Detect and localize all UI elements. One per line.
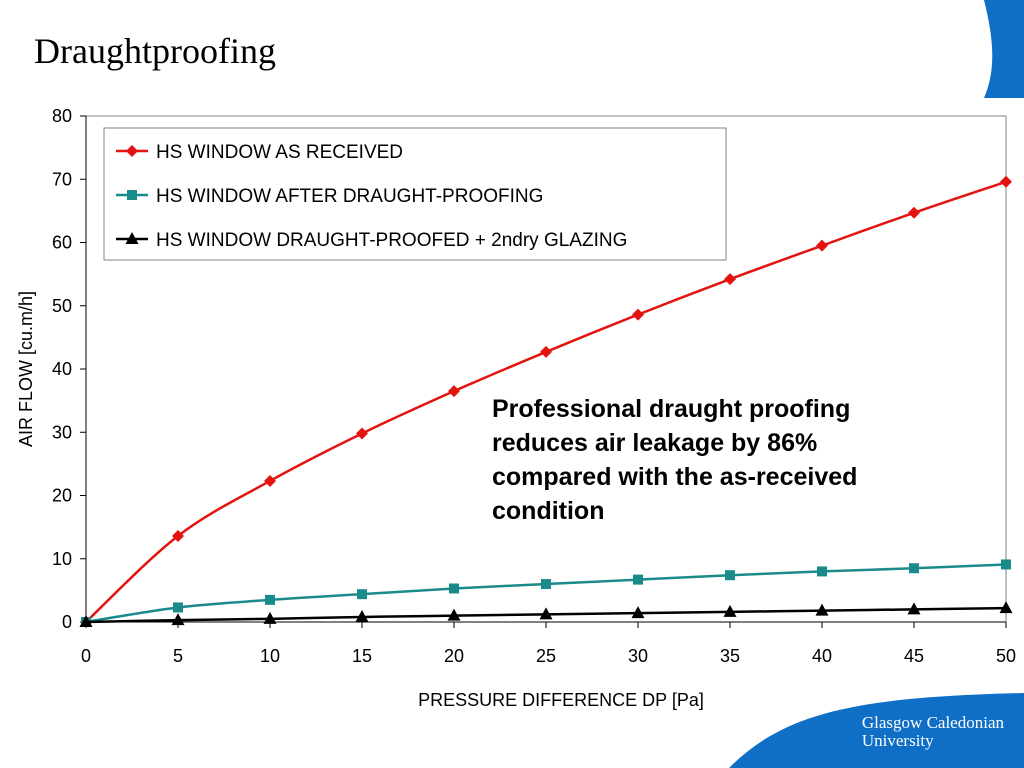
data-point — [357, 589, 367, 600]
legend: HS WINDOW AS RECEIVED HS WINDOW AFTER DRA… — [103, 127, 727, 261]
data-point — [173, 602, 183, 613]
x-tick-label: 40 — [812, 646, 832, 666]
series-3 — [79, 601, 1013, 627]
data-point — [448, 385, 460, 398]
data-point — [1001, 559, 1011, 570]
legend-swatch-marker — [126, 145, 138, 157]
data-point — [171, 613, 185, 626]
y-tick-label: 0 — [62, 612, 72, 632]
data-point — [79, 615, 93, 627]
brand-line-1: Glasgow Caledonian — [861, 713, 1004, 732]
y-tick-label: 50 — [52, 296, 72, 316]
data-point — [724, 273, 736, 286]
data-point — [817, 566, 827, 577]
y-axis-title: AIR FLOW [cu.m/h] — [16, 291, 36, 447]
data-point — [356, 427, 368, 440]
brand-line-2: University — [861, 731, 934, 750]
y-tick-label: 60 — [52, 233, 72, 253]
legend-item: HS WINDOW AS RECEIVED — [116, 142, 403, 163]
x-tick-label: 35 — [720, 646, 740, 666]
x-tick-label: 50 — [996, 646, 1016, 666]
data-point — [909, 563, 919, 574]
x-tick-label: 30 — [628, 646, 648, 666]
data-point — [907, 602, 921, 615]
y-tick-label: 20 — [52, 486, 72, 506]
data-point — [540, 345, 552, 358]
x-tick-label: 25 — [536, 646, 556, 666]
y-tick-label: 80 — [52, 106, 72, 126]
decorative-corner-top — [984, 0, 1024, 100]
university-logo: Glasgow Caledonian University — [862, 714, 1004, 750]
x-axis-title: PRESSURE DIFFERENCE DP [Pa] — [418, 690, 704, 710]
y-tick-label: 40 — [52, 359, 72, 379]
data-point — [447, 608, 461, 621]
data-point — [263, 611, 277, 624]
data-point — [633, 574, 643, 585]
decorative-corner-bottom — [729, 693, 1024, 768]
y-axis: 0 10 20 30 40 50 60 70 80 — [52, 106, 87, 632]
data-point — [999, 601, 1013, 614]
legend-label: HS WINDOW DRAUGHT-PROOFED + 2ndry GLAZIN… — [156, 230, 627, 251]
legend-box — [103, 127, 727, 261]
legend-swatch-marker — [127, 190, 137, 200]
x-tick-label: 15 — [352, 646, 372, 666]
series-group — [79, 175, 1013, 628]
data-point — [541, 579, 551, 590]
y-tick-label: 70 — [52, 169, 72, 189]
data-point — [539, 607, 553, 620]
data-point — [172, 529, 184, 542]
data-point — [632, 308, 644, 321]
slide-title: Draughtproofing — [34, 31, 276, 71]
x-tick-label: 10 — [260, 646, 280, 666]
data-point — [723, 604, 737, 617]
legend-label: HS WINDOW AFTER DRAUGHT-PROOFING — [156, 186, 543, 207]
data-point — [816, 239, 828, 252]
legend-label: HS WINDOW AS RECEIVED — [156, 142, 403, 163]
data-point — [815, 603, 829, 616]
x-axis: 0 5 10 15 20 25 30 35 40 45 50 — [81, 621, 1016, 666]
series-line — [85, 180, 1007, 623]
x-tick-label: 20 — [444, 646, 464, 666]
data-point — [265, 594, 275, 605]
data-point — [631, 606, 645, 619]
y-tick-label: 30 — [52, 422, 72, 442]
x-tick-label: 5 — [173, 646, 183, 666]
legend-item: HS WINDOW AFTER DRAUGHT-PROOFING — [116, 186, 543, 207]
x-tick-label: 0 — [81, 646, 91, 666]
y-tick-label: 10 — [52, 549, 72, 569]
data-point — [725, 570, 735, 581]
legend-swatch-marker — [125, 232, 139, 244]
legend-item: HS WINDOW DRAUGHT-PROOFED + 2ndry GLAZIN… — [116, 230, 627, 251]
callout-text: Professional draught proofing reduces ai… — [492, 395, 858, 525]
data-point — [449, 583, 459, 594]
x-tick-label: 45 — [904, 646, 924, 666]
data-point — [1000, 175, 1012, 188]
data-point — [908, 206, 920, 219]
data-point — [355, 609, 369, 622]
data-point — [264, 474, 276, 487]
